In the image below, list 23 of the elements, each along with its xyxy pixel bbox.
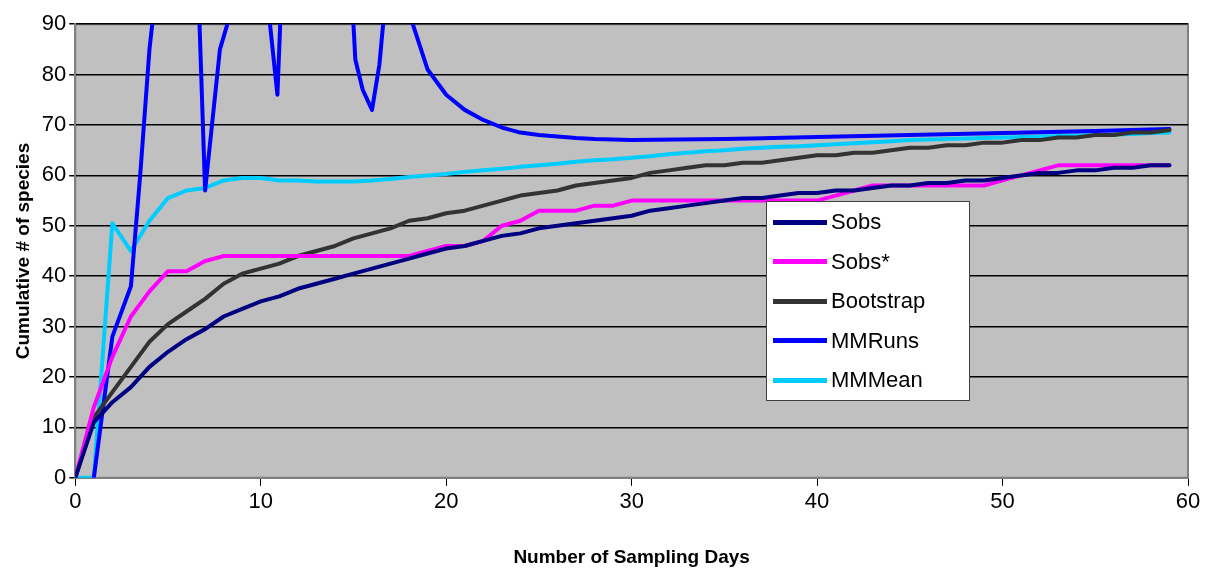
legend-label: MMMean xyxy=(831,366,923,394)
x-tick-label: 10 xyxy=(248,488,273,514)
y-axis-title: Cumulative # of species xyxy=(11,142,33,360)
x-tick-label: 50 xyxy=(990,488,1015,514)
legend-label: Sobs* xyxy=(831,247,890,276)
y-tick-label: 30 xyxy=(41,312,67,338)
y-tick-label: 10 xyxy=(41,413,67,439)
x-tick-label: 60 xyxy=(1175,488,1201,514)
x-tick-label: 30 xyxy=(619,488,644,514)
x-tick-label: 20 xyxy=(433,488,459,514)
legend-label: Sobs xyxy=(831,208,882,236)
y-tick-label: 20 xyxy=(41,363,67,389)
y-tick-label: 40 xyxy=(41,262,67,288)
y-tick-label: 60 xyxy=(41,161,67,187)
x-axis-title: Number of Sampling Days xyxy=(513,545,750,567)
y-tick-label: 50 xyxy=(41,211,67,237)
legend-label: Bootstrap xyxy=(831,287,926,315)
y-tick-label: 80 xyxy=(41,60,67,86)
x-tick-label: 40 xyxy=(804,488,830,514)
legend-label: MMRuns xyxy=(831,326,920,355)
y-tick-label: 70 xyxy=(41,111,67,137)
y-tick-label: 0 xyxy=(54,463,67,489)
y-tick-label: 90 xyxy=(41,10,67,36)
